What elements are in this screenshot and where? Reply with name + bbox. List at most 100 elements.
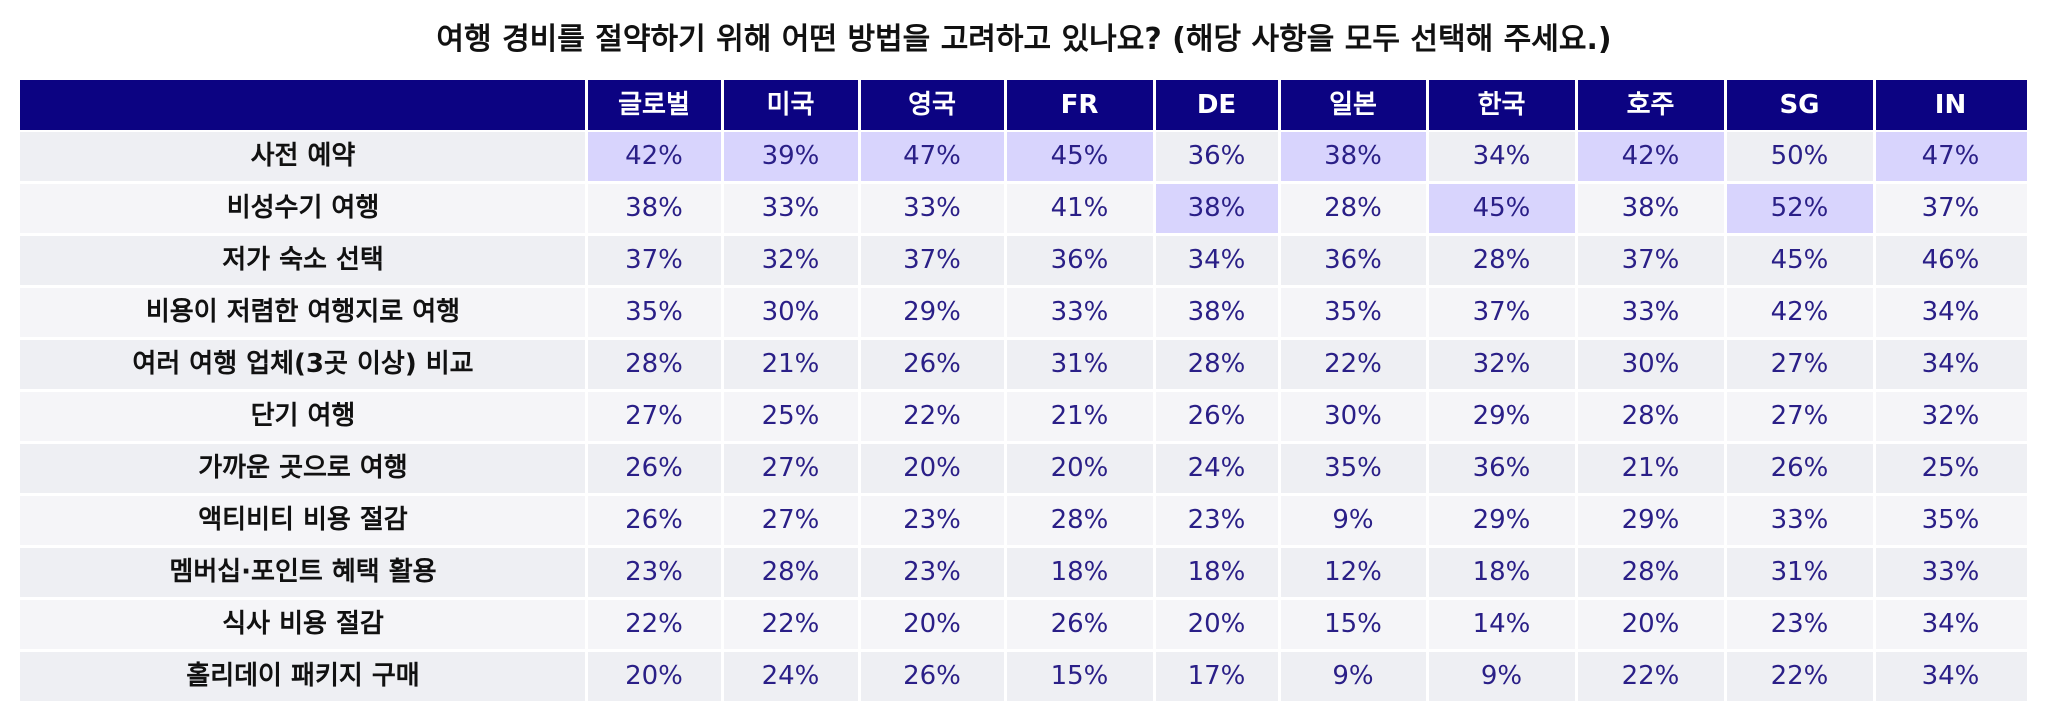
header-divider — [1575, 80, 1578, 130]
column-divider — [1004, 132, 1007, 704]
value-cell: 29% — [1472, 401, 1531, 431]
column-header: 미국 — [766, 90, 815, 120]
value-cell: 35% — [1324, 453, 1382, 483]
value-cell: 18% — [1050, 557, 1109, 587]
table-row: 저가 숙소 선택 37% 32% 37% 36% 34% 36% 28% 37% 45% 46% — [20, 236, 2027, 285]
value-cell: 9% — [1332, 505, 1374, 535]
value-cell: 28% — [1187, 349, 1246, 379]
value-cell: 20% — [903, 453, 961, 483]
value-cell: 22% — [903, 401, 961, 431]
value-cell: 42% — [1576, 132, 1725, 181]
value-cell: 37% — [1621, 245, 1680, 275]
column-header: SG — [1779, 90, 1820, 120]
row-label: 사전 예약 — [250, 141, 356, 171]
value-cell: 29% — [1621, 505, 1680, 535]
value-cell: 27% — [625, 401, 683, 431]
value-cell: 24% — [1187, 453, 1246, 483]
value-cell: 35% — [1921, 505, 1980, 535]
column-header: 영국 — [908, 90, 956, 120]
row-label: 비성수기 여행 — [226, 193, 380, 223]
table-row: 홀리데이 패키지 구매 20% 24% 26% 15% 17% 9% 9% 22% 22% 34% — [20, 652, 2027, 701]
column-divider — [1426, 132, 1429, 704]
value-cell: 14% — [1472, 609, 1531, 639]
value-cell: 45% — [1770, 245, 1829, 275]
table-row: 비성수기 여행 38% 33% 33% 41% 38% 28% 45% 38% 52% 37% — [20, 184, 2027, 233]
value-cell: 34% — [1472, 141, 1531, 171]
value-cell: 9% — [1480, 661, 1523, 691]
row-label: 여러 여행 업체(3곳 이상) 비교 — [132, 349, 474, 379]
value-cell: 29% — [903, 297, 961, 327]
value-cell: 47% — [859, 132, 1005, 181]
value-cell: 15% — [1050, 661, 1109, 691]
value-cell: 27% — [1770, 349, 1829, 379]
column-header: 한국 — [1477, 90, 1526, 120]
header-divider — [585, 80, 588, 130]
value-cell: 20% — [1621, 609, 1680, 639]
row-label: 단기 여행 — [250, 401, 356, 431]
value-cell: 50% — [1770, 141, 1829, 171]
value-cell: 26% — [903, 349, 961, 379]
column-header: IN — [1934, 90, 1967, 120]
value-cell: 23% — [625, 557, 683, 587]
value-cell: 23% — [1187, 505, 1246, 535]
row-label: 홀리데이 패키지 구매 — [186, 661, 420, 691]
value-cell: 33% — [1770, 505, 1829, 535]
header-divider — [1153, 80, 1156, 130]
value-cell: 21% — [1621, 453, 1680, 483]
value-cell: 38% — [1621, 193, 1680, 223]
value-cell: 42% — [1770, 297, 1829, 327]
value-cell: 30% — [1621, 349, 1680, 379]
value-cell: 30% — [761, 297, 820, 327]
value-cell: 37% — [903, 245, 961, 275]
value-cell: 23% — [1770, 609, 1829, 639]
value-cell: 38% — [1187, 297, 1246, 327]
table-row: 식사 비용 절감 22% 22% 20% 26% 20% 15% 14% 20% 23% 34% — [20, 600, 2027, 649]
value-cell: 33% — [761, 193, 820, 223]
value-cell: 22% — [1621, 661, 1680, 691]
column-header: 호주 — [1626, 90, 1675, 120]
value-cell: 17% — [1187, 661, 1246, 691]
value-cell: 22% — [1770, 661, 1829, 691]
column-header: 글로벌 — [618, 90, 690, 120]
value-cell: 37% — [1921, 193, 1980, 223]
value-cell: 27% — [1770, 401, 1829, 431]
value-cell: 34% — [1187, 245, 1246, 275]
value-cell: 36% — [1472, 453, 1531, 483]
table-row: 비용이 저렴한 여행지로 여행 35% 30% 29% 33% 38% 35% 37% 33% 4… — [20, 288, 2027, 337]
value-cell: 26% — [1187, 401, 1246, 431]
value-cell: 27% — [761, 505, 820, 535]
table-row: 액티비티 비용 절감 26% 27% 23% 28% 23% 9% 29% 29% 33% 35% — [20, 496, 2027, 545]
value-cell: 28% — [1324, 193, 1382, 223]
value-cell: 21% — [761, 349, 820, 379]
value-cell: 35% — [1324, 297, 1382, 327]
value-cell: 34% — [1921, 661, 1980, 691]
value-cell: 33% — [1921, 557, 1980, 587]
value-cell: 22% — [625, 609, 683, 639]
value-cell: 37% — [625, 245, 683, 275]
value-cell: 26% — [903, 661, 961, 691]
value-cell: 41% — [1050, 193, 1109, 223]
value-cell: 32% — [1472, 349, 1531, 379]
value-cell: 33% — [903, 193, 961, 223]
column-divider — [858, 132, 861, 704]
header-divider — [858, 80, 861, 130]
value-cell: 27% — [761, 453, 820, 483]
value-cell: 31% — [1050, 349, 1109, 379]
value-cell: 20% — [903, 609, 961, 639]
column-divider — [721, 132, 724, 704]
value-cell: 46% — [1921, 245, 1980, 275]
column-divider — [1724, 132, 1727, 704]
value-cell: 38% — [1154, 184, 1279, 233]
value-cell: 26% — [1770, 453, 1829, 483]
value-cell: 20% — [1187, 609, 1246, 639]
header-divider — [1426, 80, 1429, 130]
column-divider — [1278, 132, 1281, 704]
value-cell: 28% — [1621, 401, 1680, 431]
value-cell: 38% — [625, 193, 683, 223]
value-cell: 36% — [1187, 141, 1246, 171]
header-divider — [1724, 80, 1727, 130]
value-cell: 45% — [1427, 184, 1576, 233]
column-divider — [1575, 132, 1578, 704]
row-label: 비용이 저렴한 여행지로 여행 — [145, 297, 461, 327]
column-header: 일본 — [1329, 90, 1377, 120]
